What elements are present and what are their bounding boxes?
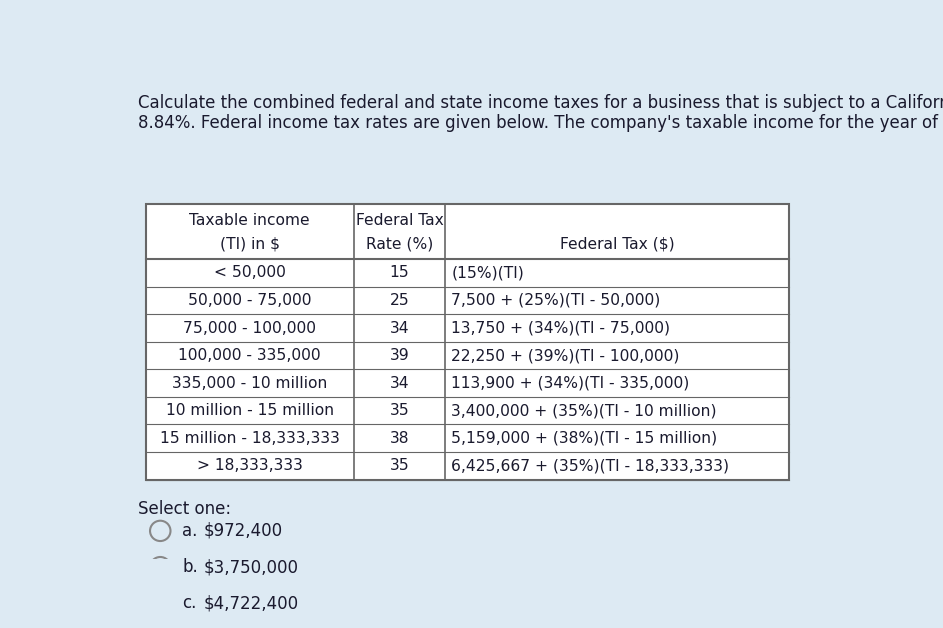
Text: 8.84%. Federal income tax rates are given below. The company's taxable income fo: 8.84%. Federal income tax rates are give…	[139, 114, 943, 132]
Text: 38: 38	[389, 431, 409, 446]
Text: 22,250 + (39%)(TI - 100,000): 22,250 + (39%)(TI - 100,000)	[451, 348, 680, 363]
Text: 39: 39	[389, 348, 409, 363]
Text: 10 million - 15 million: 10 million - 15 million	[166, 403, 334, 418]
Text: 15 million - 18,333,333: 15 million - 18,333,333	[160, 431, 339, 446]
Text: $4,722,400: $4,722,400	[204, 595, 299, 612]
Text: Federal Tax: Federal Tax	[356, 213, 443, 228]
Ellipse shape	[150, 593, 171, 614]
Text: Select one:: Select one:	[139, 500, 231, 518]
Text: 25: 25	[389, 293, 409, 308]
Text: b.: b.	[182, 558, 198, 576]
Text: 7,500 + (25%)(TI - 50,000): 7,500 + (25%)(TI - 50,000)	[451, 293, 660, 308]
Text: 5,159,000 + (38%)(TI - 15 million): 5,159,000 + (38%)(TI - 15 million)	[451, 431, 718, 446]
Ellipse shape	[150, 557, 171, 577]
Text: Rate (%): Rate (%)	[366, 236, 433, 251]
Text: 34: 34	[389, 320, 409, 335]
Ellipse shape	[150, 521, 171, 541]
Text: (15%)(TI): (15%)(TI)	[451, 266, 524, 280]
Text: 3,400,000 + (35%)(TI - 10 million): 3,400,000 + (35%)(TI - 10 million)	[451, 403, 717, 418]
Text: 35: 35	[389, 403, 409, 418]
Text: $972,400: $972,400	[204, 522, 283, 540]
Text: > 18,333,333: > 18,333,333	[197, 458, 303, 474]
Text: Federal Tax ($): Federal Tax ($)	[560, 236, 674, 251]
Bar	[145, 203, 788, 480]
Text: < 50,000: < 50,000	[214, 266, 286, 280]
Text: Calculate the combined federal and state income taxes for a business that is sub: Calculate the combined federal and state…	[139, 94, 943, 112]
Text: 15: 15	[389, 266, 409, 280]
Text: a.: a.	[182, 522, 198, 540]
Text: c.: c.	[182, 595, 196, 612]
Text: 113,900 + (34%)(TI - 335,000): 113,900 + (34%)(TI - 335,000)	[451, 376, 689, 391]
Text: 34: 34	[389, 376, 409, 391]
Text: $3,750,000: $3,750,000	[204, 558, 299, 576]
Text: 100,000 - 335,000: 100,000 - 335,000	[178, 348, 322, 363]
Text: 35: 35	[389, 458, 409, 474]
Text: 50,000 - 75,000: 50,000 - 75,000	[188, 293, 311, 308]
Text: (TI) in $: (TI) in $	[220, 236, 280, 251]
Text: Taxable income: Taxable income	[190, 213, 310, 228]
Text: 335,000 - 10 million: 335,000 - 10 million	[173, 376, 327, 391]
Text: 6,425,667 + (35%)(TI - 18,333,333): 6,425,667 + (35%)(TI - 18,333,333)	[451, 458, 729, 474]
Text: 75,000 - 100,000: 75,000 - 100,000	[183, 320, 316, 335]
Text: 13,750 + (34%)(TI - 75,000): 13,750 + (34%)(TI - 75,000)	[451, 320, 670, 335]
